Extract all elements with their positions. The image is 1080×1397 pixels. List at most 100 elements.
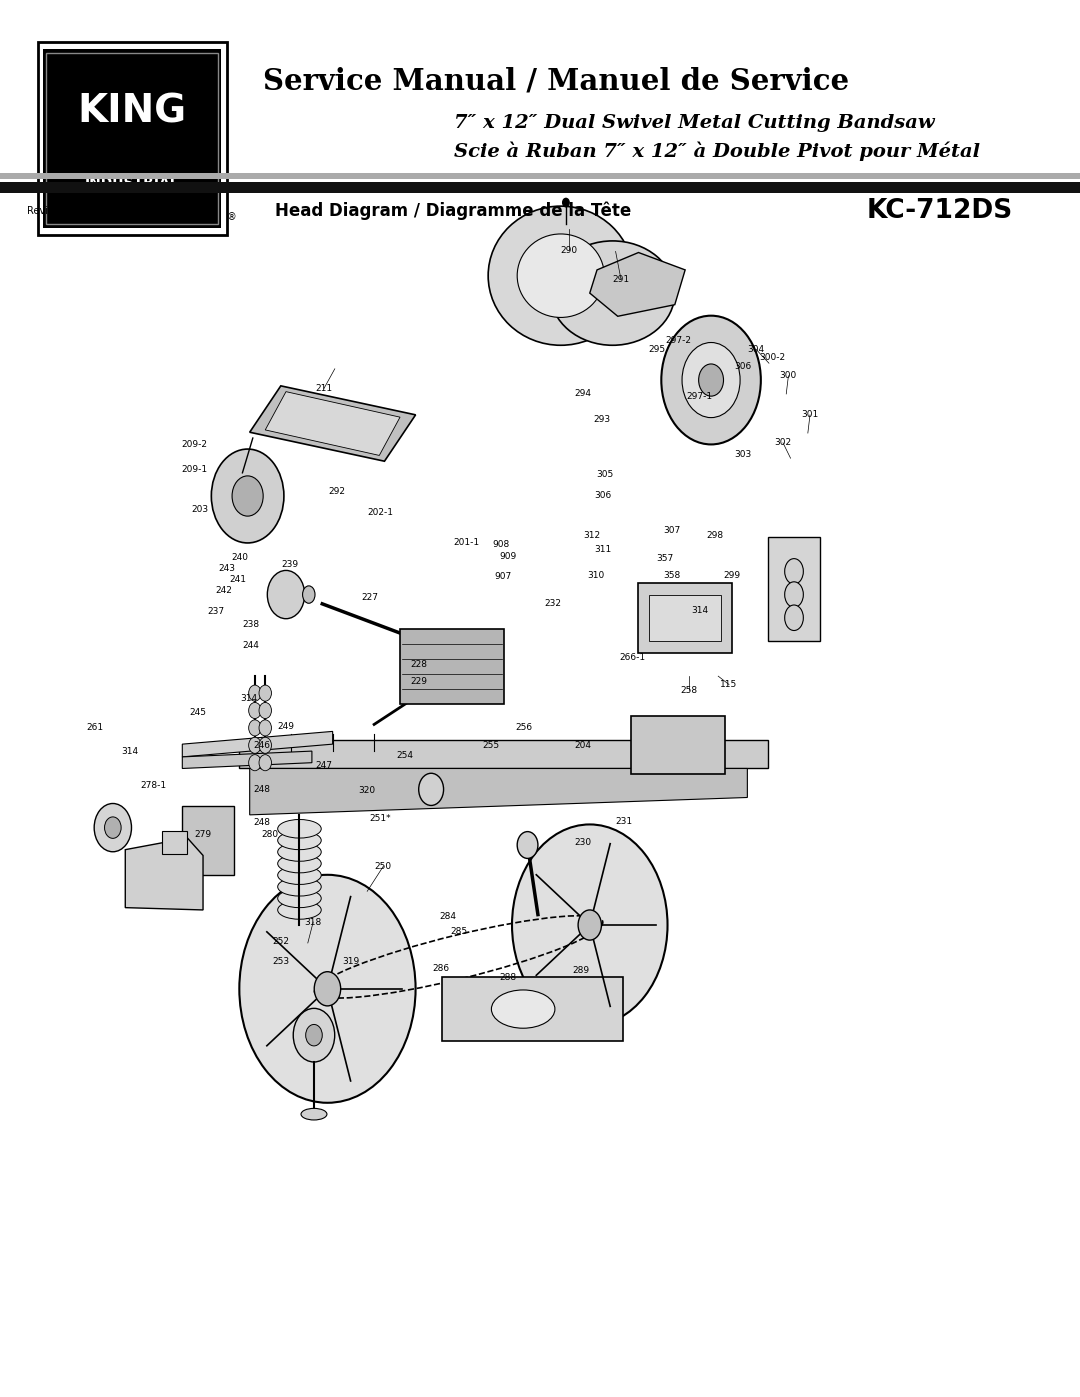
Polygon shape (249, 386, 416, 461)
Text: 253: 253 (272, 957, 289, 965)
Bar (649, 595, 721, 641)
Text: Service Manual / Manuel de Service: Service Manual / Manuel de Service (264, 67, 849, 95)
Text: 245: 245 (189, 708, 206, 717)
Bar (183, 806, 234, 875)
Text: 227: 227 (361, 594, 378, 602)
Text: 248: 248 (253, 819, 270, 827)
Circle shape (699, 365, 724, 397)
Text: INDUSTRIAL: INDUSTRIAL (85, 176, 179, 190)
Bar (670, 7, 1058, 175)
Circle shape (248, 754, 261, 771)
Text: 254: 254 (396, 752, 414, 760)
Text: 228: 228 (410, 661, 428, 669)
Text: 241: 241 (229, 576, 246, 584)
Text: 242: 242 (215, 587, 232, 595)
Text: 320: 320 (359, 787, 376, 795)
Text: 907: 907 (495, 573, 512, 581)
Text: 256: 256 (515, 724, 532, 732)
Text: 231: 231 (616, 817, 633, 826)
Circle shape (232, 476, 264, 515)
Bar (768, 536, 820, 641)
Text: 292: 292 (328, 488, 346, 496)
Bar (0, 173, 1080, 179)
Circle shape (259, 754, 271, 771)
Text: 258: 258 (680, 686, 698, 694)
Bar (0, 182, 1080, 193)
Circle shape (248, 719, 261, 736)
Text: 290: 290 (561, 246, 578, 254)
Text: 318: 318 (305, 918, 322, 926)
Bar (46, 53, 218, 224)
Text: 266-1: 266-1 (620, 654, 646, 662)
Text: 238: 238 (242, 620, 259, 629)
Circle shape (259, 738, 271, 753)
Text: 294: 294 (575, 390, 592, 398)
Ellipse shape (785, 559, 804, 584)
Circle shape (259, 703, 271, 718)
Text: 204: 204 (575, 742, 592, 750)
Circle shape (661, 316, 760, 444)
Polygon shape (266, 391, 400, 455)
Circle shape (268, 570, 305, 619)
Ellipse shape (278, 888, 321, 908)
Text: 909: 909 (499, 552, 516, 560)
Text: 211: 211 (315, 384, 333, 393)
Text: 251*: 251* (369, 814, 391, 823)
Text: KC-712DS: KC-712DS (866, 198, 1013, 224)
Text: 303: 303 (734, 450, 752, 458)
Ellipse shape (785, 581, 804, 608)
Text: 230: 230 (575, 838, 592, 847)
Ellipse shape (517, 233, 605, 317)
Circle shape (578, 909, 602, 940)
Text: 244: 244 (242, 641, 259, 650)
Ellipse shape (278, 855, 321, 873)
Text: 304: 304 (747, 345, 765, 353)
Text: 250: 250 (375, 862, 392, 870)
Text: 279: 279 (194, 830, 212, 838)
Text: 261: 261 (86, 724, 104, 732)
Polygon shape (240, 739, 768, 768)
Ellipse shape (278, 842, 321, 861)
Text: 295: 295 (648, 345, 665, 353)
Text: 201-1: 201-1 (454, 538, 480, 546)
Text: 908: 908 (492, 541, 510, 549)
Bar (631, 717, 725, 774)
Text: Head Diagram / Diagramme de la Tête: Head Diagram / Diagramme de la Tête (275, 201, 632, 221)
Polygon shape (183, 752, 312, 768)
Text: 285: 285 (450, 928, 468, 936)
Polygon shape (249, 768, 747, 814)
Text: 252: 252 (272, 937, 289, 946)
Text: 314: 314 (691, 606, 708, 615)
Text: 247: 247 (315, 761, 333, 770)
Ellipse shape (491, 990, 555, 1028)
Ellipse shape (278, 901, 321, 919)
Ellipse shape (278, 866, 321, 884)
Text: KING: KING (78, 92, 187, 130)
Ellipse shape (785, 605, 804, 630)
Text: 240: 240 (231, 553, 248, 562)
Text: 7″ x 12″ Dual Swivel Metal Cutting Bandsaw: 7″ x 12″ Dual Swivel Metal Cutting Bands… (454, 115, 934, 131)
Text: 306: 306 (594, 492, 611, 500)
Circle shape (212, 448, 284, 543)
Text: 310: 310 (588, 571, 605, 580)
Text: 291: 291 (612, 275, 630, 284)
Circle shape (248, 738, 261, 753)
Ellipse shape (278, 820, 321, 838)
Text: 314: 314 (240, 694, 257, 703)
Bar (162, 831, 188, 855)
Circle shape (563, 198, 569, 207)
Text: 237: 237 (207, 608, 225, 616)
Text: 248: 248 (253, 785, 270, 793)
Ellipse shape (551, 240, 675, 345)
Text: 288: 288 (499, 974, 516, 982)
Bar (442, 978, 623, 1041)
Text: 307: 307 (663, 527, 680, 535)
Text: 286: 286 (432, 964, 449, 972)
Text: 298: 298 (706, 531, 724, 539)
Text: 209-1: 209-1 (181, 465, 207, 474)
Circle shape (294, 1009, 335, 1062)
Circle shape (259, 685, 271, 701)
FancyBboxPatch shape (400, 629, 503, 704)
Text: 243: 243 (218, 564, 235, 573)
Text: 246: 246 (253, 742, 270, 750)
